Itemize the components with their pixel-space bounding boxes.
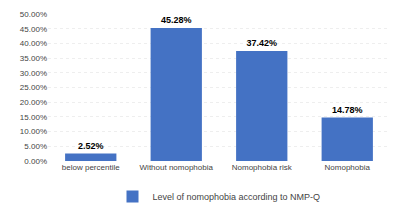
- svg-text:45.28%: 45.28%: [161, 15, 192, 25]
- svg-text:Level of nomophobia according: Level of nomophobia according to NMP-Q: [153, 192, 321, 202]
- svg-text:40.00%: 40.00%: [20, 39, 47, 48]
- svg-text:25.00%: 25.00%: [20, 83, 47, 92]
- svg-text:0.00%: 0.00%: [24, 157, 47, 166]
- svg-text:Without nomophobia: Without nomophobia: [140, 163, 214, 172]
- svg-text:20.00%: 20.00%: [20, 98, 47, 107]
- svg-text:5.00%: 5.00%: [24, 142, 47, 151]
- svg-text:Nomophobia: Nomophobia: [325, 163, 371, 172]
- svg-text:below percentile: below percentile: [62, 163, 120, 172]
- svg-text:45.00%: 45.00%: [20, 25, 47, 34]
- svg-text:37.42%: 37.42%: [246, 38, 277, 48]
- svg-text:30.00%: 30.00%: [20, 69, 47, 78]
- svg-text:15.00%: 15.00%: [20, 113, 47, 122]
- svg-text:2.52%: 2.52%: [78, 141, 104, 151]
- svg-text:14.78%: 14.78%: [332, 105, 363, 115]
- svg-text:10.00%: 10.00%: [20, 127, 47, 136]
- svg-text:Nomophobia risk: Nomophobia risk: [232, 163, 293, 172]
- svg-text:35.00%: 35.00%: [20, 54, 47, 63]
- svg-text:50.00%: 50.00%: [20, 10, 47, 19]
